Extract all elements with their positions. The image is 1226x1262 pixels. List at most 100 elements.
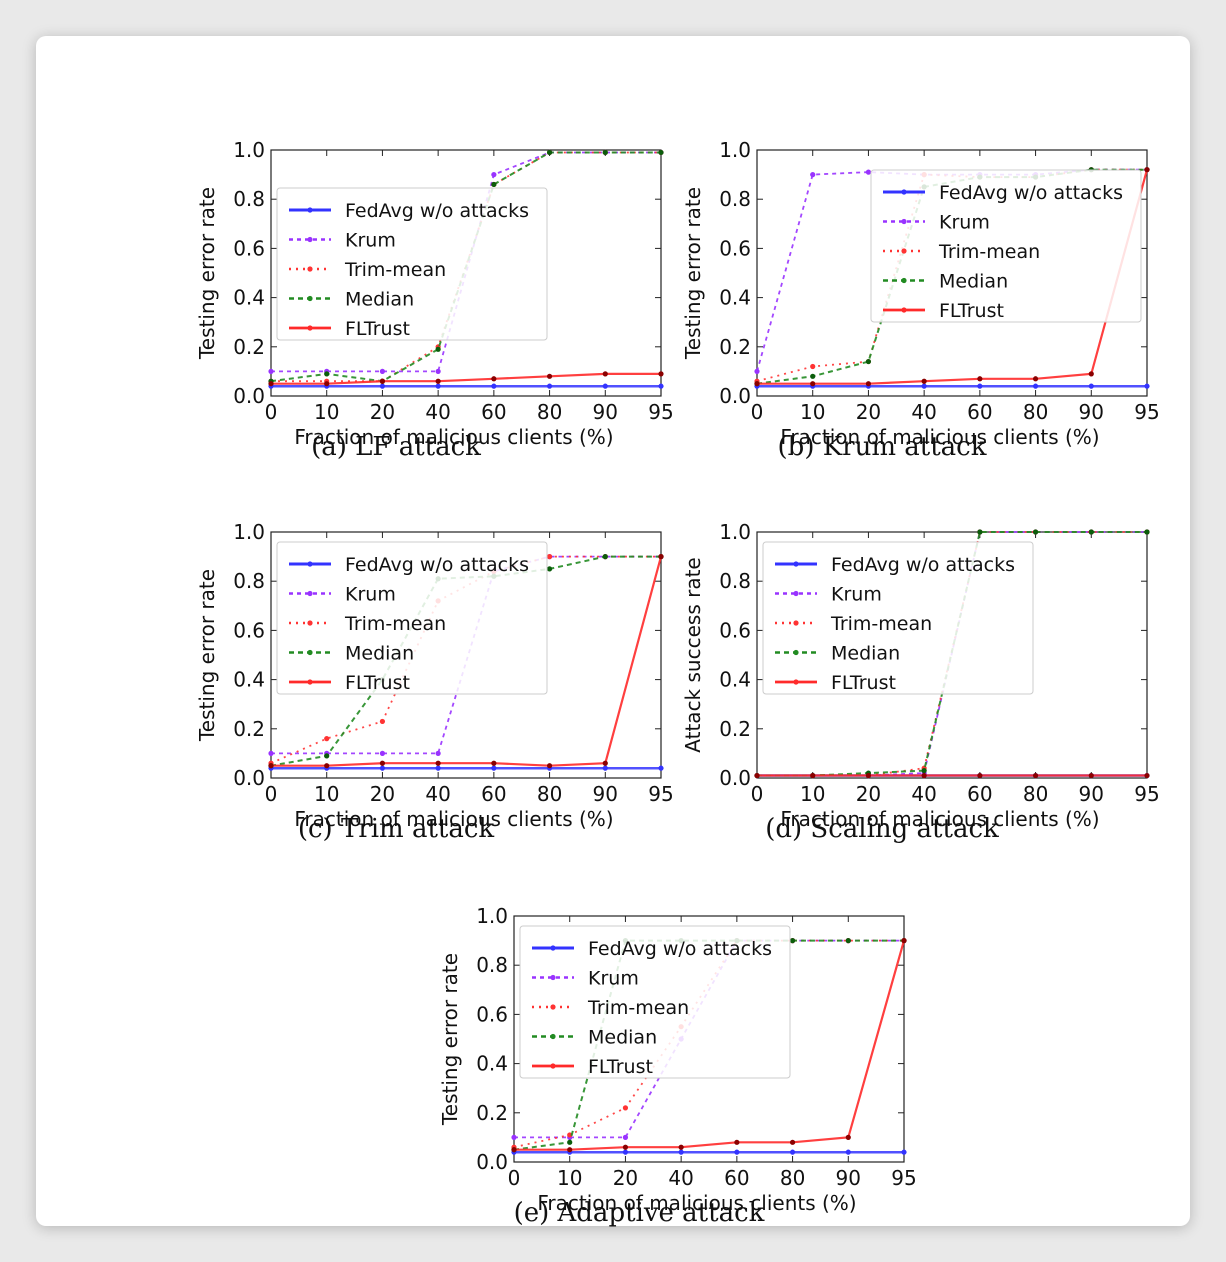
legend-marker: [550, 945, 556, 951]
y-tick-label: 0.6: [233, 618, 265, 642]
series-line-fltrust: [757, 169, 1149, 385]
legend-label-trim-mean: Trim-mean: [830, 613, 932, 635]
data-point: [622, 1144, 629, 1150]
data-point: [658, 554, 664, 560]
legend: FedAvg w/o attacks Krum Trim-mean Median FLT…: [276, 187, 548, 341]
x-tick-label: 90: [1079, 782, 1104, 806]
x-tick-label: 80: [780, 1166, 805, 1190]
data-point: [622, 1134, 629, 1140]
x-tick-label: 10: [314, 400, 339, 424]
x-tick-label: 20: [370, 782, 395, 806]
legend-label-fedavg-w-o-attacks: FedAvg w/o attacks: [831, 554, 1015, 576]
legend-box: [870, 169, 1142, 323]
y-axis-label: Testing error rate: [195, 569, 219, 742]
x-tick-label: 0: [751, 782, 764, 806]
data-point: [789, 1139, 796, 1145]
data-point: [379, 750, 386, 756]
y-tick-label: 0.8: [719, 569, 751, 593]
legend-marker: [307, 236, 313, 243]
legend-marker: [793, 561, 799, 567]
legend-label-fltrust: FLTrust: [345, 672, 410, 694]
y-tick-label: 1.0: [719, 138, 751, 162]
x-tick-label: 20: [613, 1166, 638, 1190]
data-point: [1144, 772, 1150, 779]
data-point: [658, 149, 664, 156]
legend-marker: [550, 1004, 556, 1010]
x-tick-label: 0: [265, 400, 278, 424]
legend-label-trim-mean: Trim-mean: [938, 241, 1040, 263]
legend-marker: [793, 649, 799, 656]
data-point: [546, 383, 553, 389]
data-point: [379, 760, 386, 766]
legend-label-krum: Krum: [939, 212, 990, 234]
series-fltrust: [268, 371, 664, 387]
legend-marker: [793, 679, 799, 685]
legend-label-fltrust: FLTrust: [831, 672, 896, 694]
legend-label-krum: Krum: [345, 584, 396, 606]
series-fltrust: [268, 554, 664, 769]
data-point: [1088, 772, 1094, 779]
y-tick-label: 0.2: [719, 335, 751, 359]
x-axis-label: Fraction of malicious clients (%): [294, 807, 613, 831]
y-tick-label: 0.2: [233, 335, 265, 359]
x-tick-label: 10: [800, 782, 825, 806]
y-tick-label: 0.6: [476, 1002, 508, 1026]
data-point: [921, 383, 927, 389]
data-point: [567, 1147, 573, 1153]
legend: FedAvg w/o attacks Krum Trim-mean Median FLT…: [519, 925, 791, 1079]
chart-panel-adaptive-attack: 0.0 0.2 0.4 0.6 0.8 1.0 0 10 20 40 60 80 90 95 Fractio…: [389, 868, 917, 1228]
y-tick-label: 0.4: [233, 286, 265, 310]
legend-marker: [550, 1033, 556, 1040]
data-point: [1032, 383, 1039, 389]
data-point: [435, 346, 441, 352]
data-point: [546, 763, 553, 769]
data-point: [1088, 371, 1094, 377]
data-point: [491, 760, 497, 766]
data-point: [734, 1139, 740, 1145]
legend-marker: [307, 590, 313, 597]
data-point: [1032, 772, 1039, 779]
x-tick-label: 0: [265, 782, 278, 806]
chart-trim-attack: 0.0 0.2 0.4 0.6 0.8 1.0 0 10 20 40 60 80 90 95 Fractio…: [195, 520, 674, 831]
x-tick-label: 20: [370, 400, 395, 424]
x-tick-label: 90: [593, 400, 618, 424]
legend-marker: [307, 266, 313, 272]
data-point: [435, 760, 441, 766]
data-point: [1032, 529, 1039, 535]
y-tick-label: 0.2: [476, 1101, 508, 1125]
legend-box: [276, 187, 548, 341]
y-tick-label: 0.8: [233, 187, 265, 211]
x-tick-label: 40: [911, 782, 936, 806]
caption-adaptive-attack: (e) Adaptive attack: [513, 1198, 765, 1228]
data-point: [789, 1149, 796, 1155]
data-point: [491, 172, 497, 178]
series-line-median: [513, 939, 904, 1151]
legend: FedAvg w/o attacks Krum Trim-mean Median FLT…: [276, 541, 548, 695]
data-point: [379, 368, 386, 374]
data-point: [678, 1149, 684, 1155]
x-tick-label: 90: [836, 1166, 861, 1190]
data-point: [268, 763, 274, 769]
legend-marker: [307, 325, 313, 331]
series-line-trim-mean: [270, 555, 661, 765]
legend-marker: [901, 218, 907, 225]
series-line-fltrust: [271, 372, 661, 385]
chart-panel-scaling-attack: 0.0 0.2 0.4 0.6 0.8 1.0 0 10 20 40 60 80 90 95 Fractio…: [632, 484, 1160, 844]
x-tick-label: 20: [856, 400, 881, 424]
data-point: [810, 373, 816, 379]
data-point: [810, 381, 816, 387]
chart-adaptive-attack: 0.0 0.2 0.4 0.6 0.8 1.0 0 10 20 40 60 80 90 95 Fractio…: [438, 904, 917, 1215]
data-point: [810, 363, 816, 370]
legend-label-median: Median: [831, 643, 900, 665]
legend-marker: [307, 561, 313, 567]
caption-krum-attack: (b) Krum attack: [777, 432, 987, 462]
legend-marker: [307, 295, 313, 302]
data-point: [602, 765, 608, 771]
data-point: [546, 554, 553, 560]
x-tick-label: 60: [967, 782, 992, 806]
series-line-trim-mean: [271, 151, 661, 383]
chart-panel-trim-attack: 0.0 0.2 0.4 0.6 0.8 1.0 0 10 20 40 60 80 90 95 Fractio…: [146, 484, 674, 844]
y-tick-label: 0.8: [476, 953, 508, 977]
data-point: [845, 1134, 851, 1140]
legend-label-trim-mean: Trim-mean: [344, 259, 446, 281]
